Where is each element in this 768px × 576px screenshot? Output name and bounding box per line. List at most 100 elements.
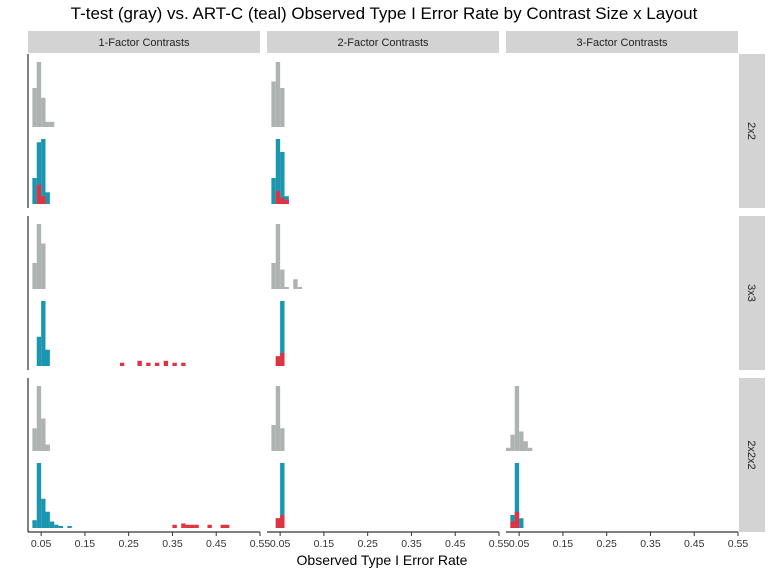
artc-bar	[271, 178, 276, 204]
ttest-bar	[523, 441, 528, 451]
facet-strip-2-factor	[267, 31, 499, 53]
highlight-bar	[207, 524, 212, 528]
chart-title: T-test (gray) vs. ART-C (teal) Observed …	[70, 4, 698, 23]
ttest-bar	[41, 97, 46, 127]
x-tick-label: 0.25	[118, 538, 139, 550]
highlight-bar	[189, 524, 195, 528]
highlight-bar	[280, 515, 285, 528]
highlight-bar	[172, 362, 177, 366]
ttest-bar	[32, 88, 37, 127]
facet-strip-3-factor	[506, 31, 738, 53]
x-tick-label: 0.55	[489, 538, 510, 550]
ttest-bar	[45, 444, 50, 451]
artc-bar	[275, 139, 281, 204]
x-tick-label: 0.35	[401, 538, 422, 550]
row-strip-2x2x2	[739, 378, 765, 532]
artc-bar	[280, 301, 285, 366]
x-tick-label: 0.35	[162, 538, 183, 550]
artc-bar	[45, 349, 50, 366]
x-axis-label: Observed Type I Error Rate	[296, 552, 468, 568]
x-tick-label: 0.55	[250, 538, 271, 550]
x-tick-label: 0.05	[270, 538, 291, 550]
highlight-bar	[181, 362, 186, 366]
ttest-bar	[280, 269, 285, 289]
artc-bar	[58, 526, 64, 528]
highlight-bar	[514, 511, 520, 528]
ttest-bar	[36, 224, 42, 289]
row-strip-label: 2x2x2	[745, 440, 757, 469]
facet-strip-label: 2-Factor Contrasts	[337, 37, 429, 49]
x-tick-label: 0.55	[728, 538, 749, 550]
ttest-bar	[271, 263, 276, 289]
ttest-bar	[284, 287, 289, 289]
highlight-bar	[275, 518, 281, 528]
x-tick-label: 0.15	[314, 538, 335, 550]
artc-bar	[36, 463, 42, 528]
artc-bar	[36, 142, 42, 204]
highlight-bar	[280, 353, 285, 366]
highlight-bar	[36, 184, 42, 204]
artc-bar	[514, 463, 520, 528]
ttest-bar	[519, 431, 524, 451]
artc-bar	[519, 518, 524, 528]
ttest-bar	[36, 386, 42, 451]
highlight-bar	[154, 362, 160, 366]
ttest-bar	[280, 88, 285, 127]
artc-bar	[41, 139, 46, 204]
highlight-bar	[172, 524, 177, 528]
facet-strip-1-factor	[28, 31, 260, 53]
ttest-bar	[280, 428, 285, 451]
row-strip-2x2	[739, 54, 765, 208]
highlight-bar	[119, 362, 125, 366]
row-strip-3x3	[739, 216, 765, 370]
x-tick-label: 0.15	[75, 538, 96, 550]
x-tick-label: 0.05	[509, 538, 530, 550]
x-tick-label: 0.15	[553, 538, 574, 550]
facet-strip-label: 3-Factor Contrasts	[576, 37, 668, 49]
ttest-bar	[275, 62, 281, 127]
ttest-bar	[275, 386, 281, 451]
x-tick-label: 0.35	[640, 538, 661, 550]
artc-bar	[41, 498, 46, 528]
x-tick-label: 0.25	[357, 538, 378, 550]
x-tick-label: 0.45	[684, 538, 705, 550]
artc-bar	[67, 526, 72, 528]
highlight-bar	[284, 200, 289, 204]
ttest-bar	[297, 287, 303, 289]
ttest-bar	[41, 418, 46, 451]
highlight-bar	[181, 523, 186, 528]
highlight-bar	[275, 356, 281, 366]
artc-bar	[280, 152, 285, 204]
artc-bar	[54, 524, 59, 528]
artc-bar	[32, 520, 37, 528]
highlight-bar	[137, 360, 142, 366]
highlight-bar	[146, 362, 151, 366]
highlight-bar	[510, 521, 515, 528]
artc-bar	[280, 463, 285, 528]
ttest-bar	[271, 425, 276, 451]
highlight-bar	[185, 524, 190, 528]
ttest-bar	[506, 447, 511, 451]
artc-bar	[32, 178, 37, 204]
ttest-bar	[49, 121, 55, 127]
ttest-bar	[45, 121, 50, 127]
ttest-bar	[32, 428, 37, 451]
ttest-bar	[275, 224, 281, 289]
ttest-bar	[36, 62, 42, 127]
highlight-bar	[163, 360, 169, 366]
ttest-bar	[527, 447, 533, 451]
artc-bar	[45, 511, 50, 528]
facet-strip-label: 1-Factor Contrasts	[98, 37, 190, 49]
highlight-bar	[220, 524, 225, 528]
x-tick-label: 0.05	[31, 538, 52, 550]
ttest-bar	[271, 81, 276, 127]
x-tick-label: 0.45	[206, 538, 227, 550]
highlight-bar	[280, 197, 285, 204]
ttest-bar	[32, 263, 37, 289]
highlight-bar	[224, 524, 230, 528]
ttest-bar	[41, 243, 46, 289]
highlight-bar	[194, 524, 199, 528]
artc-bar	[36, 336, 42, 366]
